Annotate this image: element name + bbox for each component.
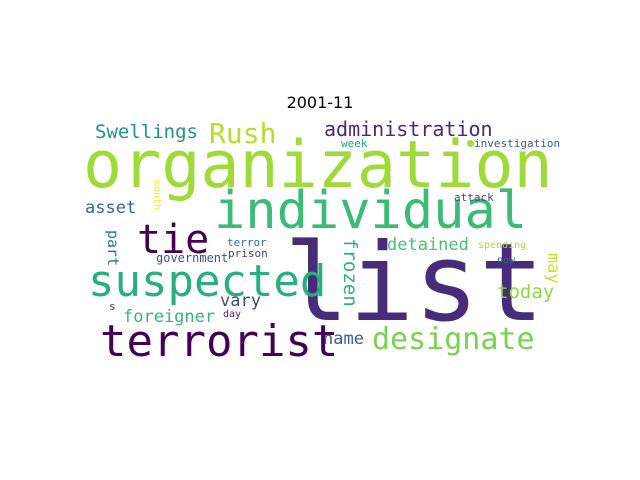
word-prison: prison <box>228 247 268 260</box>
word-month: month <box>151 180 162 211</box>
word-now: now <box>497 255 516 266</box>
word-asset: asset <box>85 198 137 218</box>
word-administration: administration <box>324 120 493 141</box>
word-swellings: Swellings <box>95 121 198 143</box>
dot-marker <box>467 140 474 147</box>
word-rush: Rush <box>209 120 277 150</box>
word-investigation: investigation <box>474 137 561 150</box>
word-week: week <box>341 137 368 150</box>
word-government: government <box>156 251 229 265</box>
word-part: part <box>104 230 122 267</box>
word-detained: detained <box>387 235 469 255</box>
word-spending: spending <box>478 240 527 251</box>
word-frozen: frozen <box>339 238 361 307</box>
word-foreigner: foreigner <box>123 307 216 327</box>
word-attack: attack <box>454 191 494 204</box>
word-suspected: suspected <box>88 256 327 307</box>
figure-title: 2001-11 <box>286 93 354 112</box>
word-designate: designate <box>372 322 535 357</box>
word-day: day <box>223 309 242 320</box>
word-cloud: organization individual list suspected t… <box>79 120 561 360</box>
word-tie: tie <box>137 217 210 263</box>
word-terrorist: terrorist <box>100 316 339 361</box>
word-s: s <box>109 300 116 313</box>
word-organization: organization <box>83 128 553 203</box>
word-vary: vary <box>220 291 261 311</box>
word-list: list <box>284 221 545 346</box>
word-today: today <box>497 281 555 303</box>
word-terror: terror <box>227 236 267 249</box>
word-individual: individual <box>214 181 528 241</box>
word-name: name <box>323 329 364 349</box>
word-may: may <box>543 253 561 284</box>
